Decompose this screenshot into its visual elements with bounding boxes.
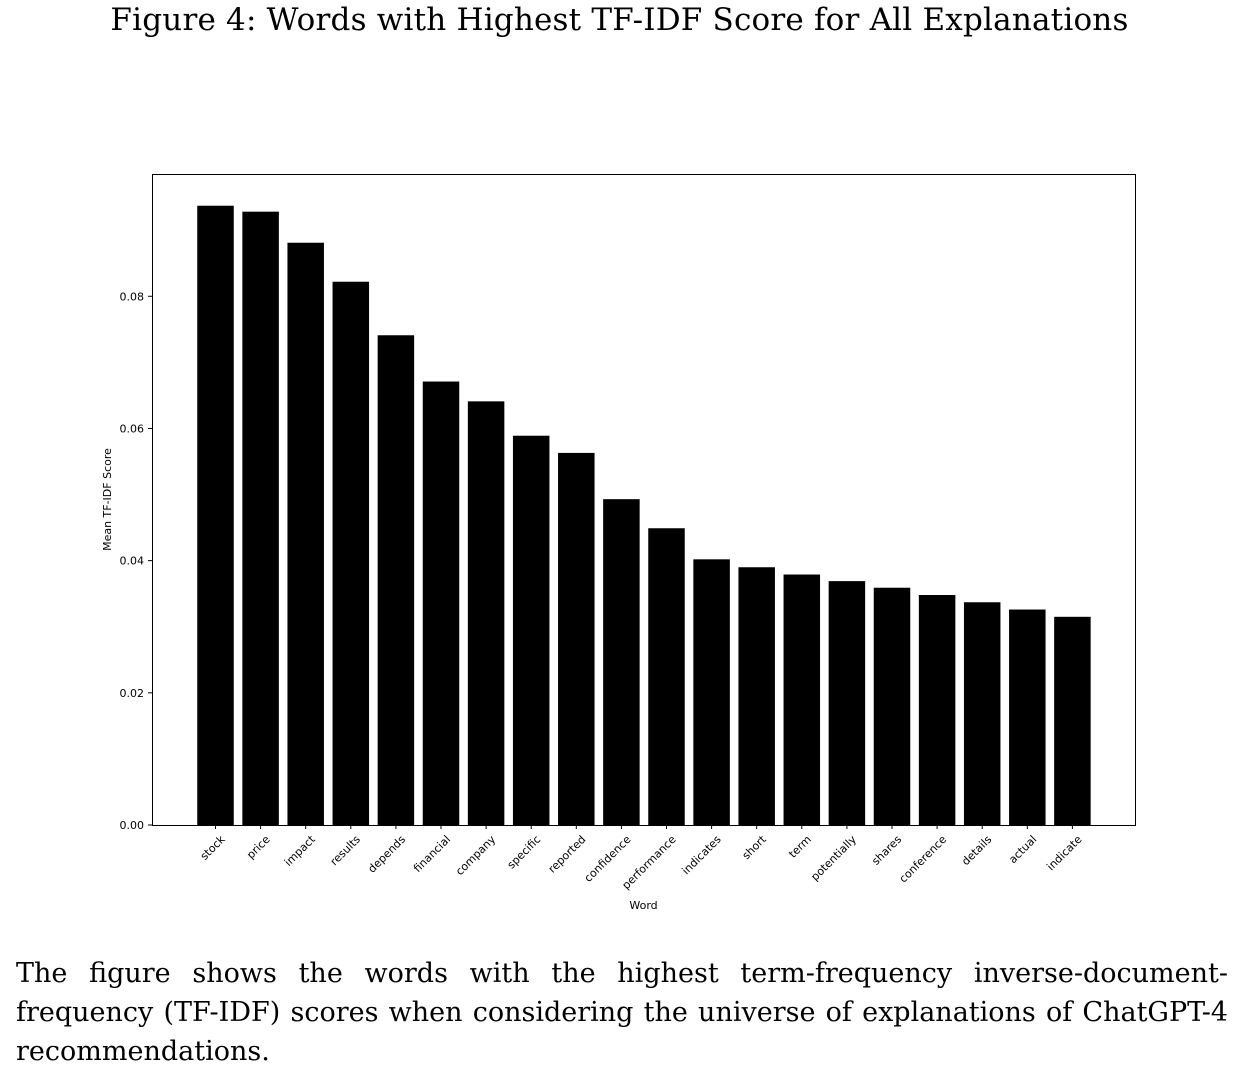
bar-depends — [377, 335, 415, 825]
bar-impact — [287, 242, 324, 825]
figure-caption: The figure shows the words with the high… — [16, 958, 1228, 1067]
bar-indicate — [1054, 616, 1091, 825]
bar-conference — [918, 595, 956, 825]
chart-svg: 0.00 0.02 0.04 0.06 0.08 stock price impact res… — [101, 174, 1136, 912]
bar-potentially — [828, 581, 866, 825]
x-tick-label: stock — [198, 832, 228, 862]
bar-details — [963, 602, 1001, 825]
bar-term — [783, 574, 821, 825]
y-tick-label: 0.04 — [120, 555, 145, 568]
bar-price — [242, 211, 279, 825]
y-axis: 0.00 0.02 0.04 0.06 0.08 — [120, 290, 152, 832]
x-tick-label: reported — [546, 833, 589, 876]
x-tick-label: results — [328, 833, 363, 868]
x-tick-label: potentially — [808, 833, 859, 884]
bar-financial — [422, 381, 460, 825]
x-tick-label: indicate — [1044, 833, 1084, 873]
x-tick-label: indicates — [679, 833, 724, 878]
x-tick-label: term — [786, 833, 814, 861]
y-tick-label: 0.06 — [120, 422, 145, 435]
x-tick-label: financial — [411, 833, 453, 875]
bar-results — [332, 281, 370, 825]
y-axis-label: Mean TF-IDF Score — [101, 448, 114, 551]
x-tick-label: conference — [897, 833, 950, 886]
bar-actual — [1009, 609, 1046, 825]
x-tick-label: short — [740, 832, 770, 862]
x-tick-label: depends — [365, 833, 408, 876]
bar-specific — [512, 435, 550, 825]
bar-performance — [648, 528, 685, 825]
figure-title: Figure 4: Words with Highest TF-IDF Scor… — [110, 2, 1129, 38]
bar-stock — [197, 205, 234, 825]
y-tick-label: 0.00 — [120, 819, 145, 832]
bars-layer — [197, 205, 1091, 825]
bar-chart: 0.00 0.02 0.04 0.06 0.08 stock price impact res… — [101, 174, 1136, 912]
x-tick-label: shares — [869, 833, 904, 868]
bar-reported — [558, 452, 595, 825]
bar-indicates — [693, 559, 730, 825]
x-tick-label: details — [959, 833, 994, 868]
x-axis: stock price impact results depends financial c… — [198, 825, 1085, 892]
y-tick-label: 0.02 — [120, 687, 145, 700]
x-tick-label: price — [244, 833, 273, 862]
bar-short — [738, 567, 775, 825]
x-tick-label: specific — [505, 833, 544, 872]
x-tick-label: impact — [282, 832, 318, 868]
plot-frame — [152, 174, 1136, 826]
bar-shares — [873, 587, 911, 825]
x-axis-label: Word — [629, 899, 657, 912]
x-tick-label: company — [453, 833, 498, 878]
y-tick-label: 0.08 — [120, 290, 145, 303]
bar-company — [467, 401, 505, 825]
bar-confidence — [603, 499, 640, 825]
x-tick-label: actual — [1006, 833, 1039, 866]
